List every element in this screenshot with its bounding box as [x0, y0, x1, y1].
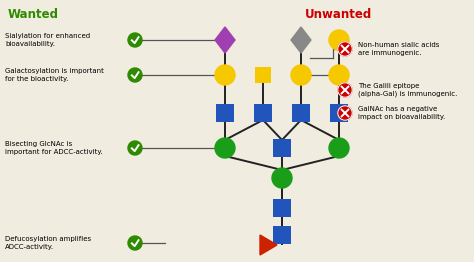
- Bar: [273, 199, 291, 217]
- Circle shape: [272, 168, 292, 188]
- Text: Unwanted: Unwanted: [305, 8, 372, 21]
- Circle shape: [128, 236, 142, 250]
- Text: The Galili epitope
(alpha-Gal) is immunogenic.: The Galili epitope (alpha-Gal) is immuno…: [358, 83, 457, 97]
- Circle shape: [329, 65, 349, 85]
- Circle shape: [338, 83, 352, 97]
- Circle shape: [338, 42, 352, 56]
- Polygon shape: [260, 235, 277, 255]
- Text: Bisecting GlcNAc is
important for ADCC-activity.: Bisecting GlcNAc is important for ADCC-a…: [5, 141, 103, 155]
- Text: Defucosylation amplifies
ADCC-activity.: Defucosylation amplifies ADCC-activity.: [5, 236, 91, 250]
- Text: Wanted: Wanted: [8, 8, 59, 21]
- Circle shape: [128, 141, 142, 155]
- Bar: [273, 139, 291, 157]
- Text: Sialylation for enhanced
bioavailability.: Sialylation for enhanced bioavailability…: [5, 33, 90, 47]
- Circle shape: [338, 83, 352, 97]
- Circle shape: [329, 138, 349, 158]
- Text: GalNAc has a negative
impact on bioavailability.: GalNAc has a negative impact on bioavail…: [358, 106, 445, 120]
- Polygon shape: [291, 27, 311, 53]
- Bar: [254, 104, 272, 122]
- Circle shape: [339, 107, 351, 119]
- Bar: [292, 104, 310, 122]
- Circle shape: [338, 106, 352, 120]
- Text: Galactosylation is important
for the bioactivity.: Galactosylation is important for the bio…: [5, 68, 104, 82]
- Bar: [255, 67, 271, 83]
- Circle shape: [291, 65, 311, 85]
- Bar: [273, 226, 291, 244]
- Circle shape: [128, 68, 142, 82]
- Bar: [330, 104, 348, 122]
- Circle shape: [329, 30, 349, 50]
- Text: Non-human sialic acids
are immunogenic.: Non-human sialic acids are immunogenic.: [358, 42, 439, 56]
- Circle shape: [339, 43, 351, 55]
- Circle shape: [338, 106, 352, 120]
- Circle shape: [338, 42, 352, 56]
- Circle shape: [128, 33, 142, 47]
- Circle shape: [215, 65, 235, 85]
- Polygon shape: [215, 27, 235, 53]
- Bar: [216, 104, 234, 122]
- Circle shape: [339, 84, 351, 96]
- Circle shape: [215, 138, 235, 158]
